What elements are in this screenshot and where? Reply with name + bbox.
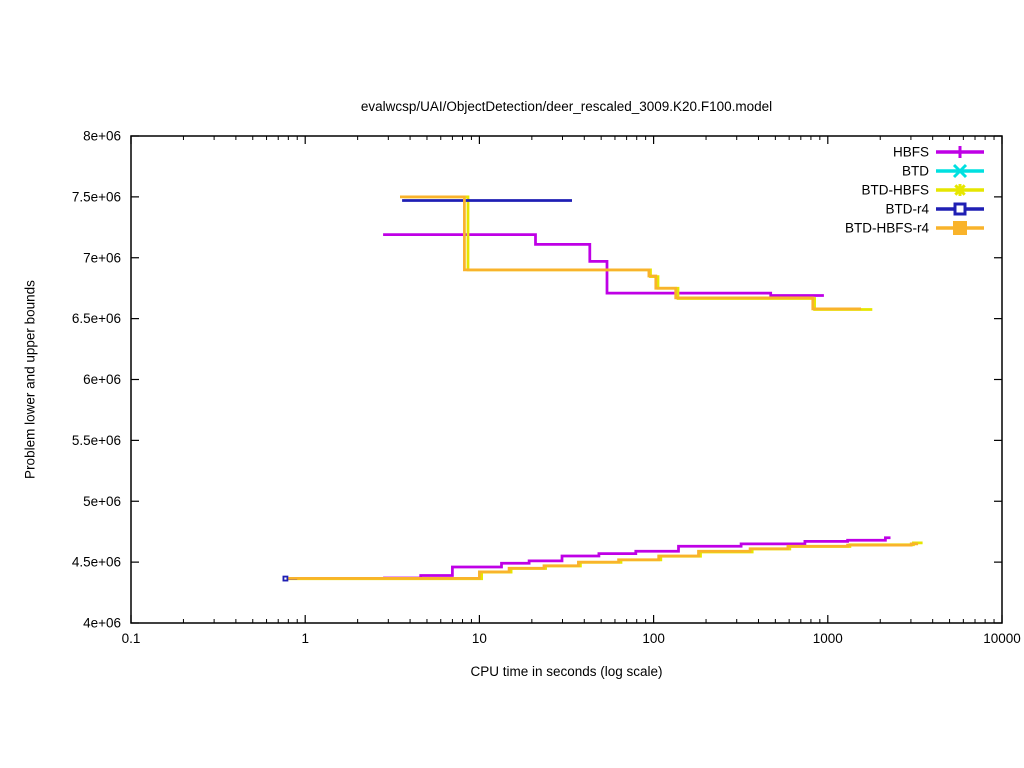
legend-label-btd-hbfs-r4: BTD-HBFS-r4 [845, 221, 929, 236]
legend-label-btd-r4: BTD-r4 [886, 202, 930, 217]
series-hbfs-upper_bound [383, 233, 824, 297]
y-tick-label: 6.5e+06 [72, 311, 121, 326]
x-axis-label: CPU time in seconds (log scale) [470, 664, 663, 679]
x-tick-label: 100 [642, 631, 665, 646]
legend-label-hbfs: HBFS [893, 145, 929, 160]
series-btd-hbfs-r4-lower_bound [288, 542, 919, 580]
plot-border [130, 135, 1003, 624]
y-tick-label: 4.5e+06 [72, 555, 121, 570]
legend-label-btd-hbfs: BTD-HBFS [862, 183, 930, 198]
x-tick-label: 10000 [983, 631, 1021, 646]
open-square-marker [953, 202, 967, 216]
x-tick-label: 10 [472, 631, 487, 646]
open-square-marker [282, 575, 289, 582]
y-tick-label: 5.5e+06 [72, 433, 121, 448]
y-tick-label: 5e+06 [83, 494, 121, 509]
series-btd-hbfs-r4-upper_bound [400, 195, 861, 311]
y-tick-label: 6e+06 [83, 372, 121, 387]
x-tick-label: 0.1 [122, 631, 141, 646]
filled-square-marker [953, 221, 967, 235]
series-btd-hbfs-upper_bound [404, 195, 873, 311]
series-hbfs-lower_bound [383, 536, 891, 580]
chart-title: evalwcsp/UAI/ObjectDetection/deer_rescal… [360, 99, 773, 114]
y-tick-label: 4e+06 [83, 616, 121, 631]
y-tick-label: 7.5e+06 [72, 189, 121, 204]
x-tick-label: 1 [301, 631, 309, 646]
legend-cross-marker [952, 163, 968, 179]
legend-label-btd: BTD [902, 164, 929, 179]
x-tick-label: 1000 [813, 631, 843, 646]
y-tick-label: 8e+06 [83, 129, 121, 144]
legend-cross-marker [954, 184, 966, 196]
y-tick-label: 7e+06 [83, 250, 121, 265]
